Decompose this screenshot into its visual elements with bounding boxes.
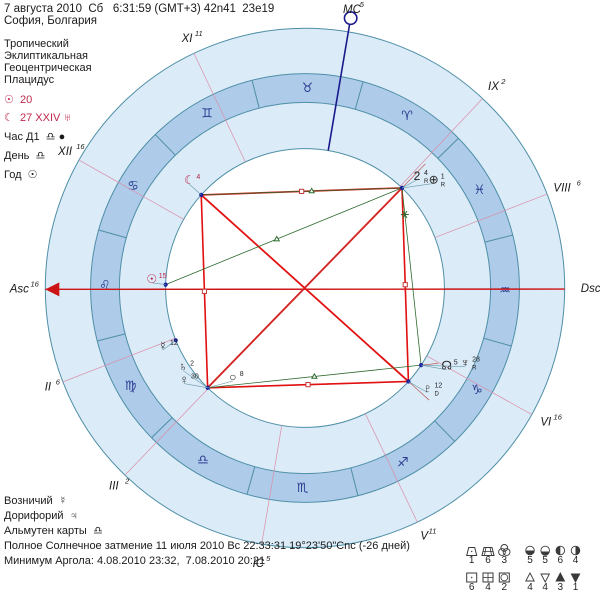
svg-text:♇︎: ♇︎ bbox=[423, 381, 432, 395]
svg-text:☾︎: ☾︎ bbox=[184, 173, 195, 187]
svg-text:4: 4 bbox=[527, 582, 533, 593]
svg-text:11: 11 bbox=[429, 527, 437, 536]
svg-text:16: 16 bbox=[31, 279, 40, 288]
svg-text:1: 1 bbox=[441, 173, 445, 180]
svg-text:♏︎: ♏︎ bbox=[297, 480, 309, 495]
svg-text:☿︎: ☿︎ bbox=[158, 339, 167, 353]
svg-text:2: 2 bbox=[500, 77, 506, 86]
svg-text:6: 6 bbox=[469, 582, 475, 593]
svg-text:28: 28 bbox=[472, 357, 480, 364]
svg-text:III: III bbox=[109, 481, 119, 493]
svg-text:12: 12 bbox=[170, 340, 178, 347]
svg-text:2: 2 bbox=[502, 582, 508, 593]
svg-text:♒︎: ♒︎ bbox=[499, 282, 511, 297]
svg-text:15: 15 bbox=[159, 273, 167, 280]
svg-text:D: D bbox=[434, 391, 439, 397]
svg-text:R: R bbox=[472, 366, 477, 372]
svg-text:1: 1 bbox=[469, 555, 475, 566]
svg-text:8: 8 bbox=[240, 371, 244, 378]
svg-text:⊕︎: ⊕︎ bbox=[429, 172, 439, 186]
svg-text:VIII: VIII bbox=[553, 182, 571, 194]
svg-text:♈︎: ♈︎ bbox=[401, 108, 413, 123]
svg-text:11: 11 bbox=[195, 29, 203, 38]
svg-text:6: 6 bbox=[558, 555, 564, 566]
svg-text:♌︎: ♌︎ bbox=[99, 278, 111, 293]
svg-text:2: 2 bbox=[414, 169, 421, 183]
svg-text:R: R bbox=[441, 182, 446, 188]
svg-text:♐︎: ♐︎ bbox=[397, 454, 409, 469]
svg-text:16: 16 bbox=[76, 142, 85, 151]
svg-text:3: 3 bbox=[502, 555, 508, 566]
svg-text:II: II bbox=[45, 382, 52, 394]
svg-text:♆︎: ♆︎ bbox=[461, 356, 470, 370]
svg-text:♓︎: ♓︎ bbox=[474, 182, 486, 197]
svg-text:VI: VI bbox=[540, 416, 552, 428]
svg-text:5: 5 bbox=[542, 555, 548, 566]
svg-text:IX: IX bbox=[488, 81, 500, 93]
svg-text:4: 4 bbox=[424, 170, 428, 177]
svg-text:♎︎: ♎︎ bbox=[197, 452, 209, 467]
svg-text:4: 4 bbox=[573, 555, 579, 566]
svg-text:♀︎: ♀︎ bbox=[180, 373, 189, 387]
svg-text:5: 5 bbox=[454, 360, 458, 367]
svg-text:♄︎: ♄︎ bbox=[179, 360, 188, 374]
svg-text:1: 1 bbox=[573, 582, 579, 593]
svg-text:16: 16 bbox=[554, 412, 563, 421]
svg-text:☉︎: ☉︎ bbox=[146, 272, 157, 286]
svg-text:4: 4 bbox=[196, 174, 200, 181]
svg-text:2: 2 bbox=[124, 477, 130, 486]
svg-text:6: 6 bbox=[485, 555, 491, 566]
svg-text:♑︎: ♑︎ bbox=[471, 382, 483, 397]
svg-text:Asc: Asc bbox=[9, 283, 29, 295]
svg-text:12: 12 bbox=[434, 382, 442, 389]
svg-text:○︎: ○︎ bbox=[229, 370, 236, 384]
svg-text:4: 4 bbox=[485, 582, 491, 593]
svg-text:♍︎: ♍︎ bbox=[125, 378, 137, 393]
svg-text:♊︎: ♊︎ bbox=[201, 106, 213, 121]
svg-text:4: 4 bbox=[542, 582, 548, 593]
svg-text:XI: XI bbox=[181, 33, 194, 45]
svg-text:5: 5 bbox=[527, 555, 533, 566]
svg-text:♉︎: ♉︎ bbox=[302, 80, 314, 95]
svg-text:2: 2 bbox=[190, 361, 194, 368]
svg-text:Dsc: Dsc bbox=[581, 283, 600, 295]
svg-text:3: 3 bbox=[558, 582, 564, 593]
svg-text:XII: XII bbox=[57, 146, 73, 158]
